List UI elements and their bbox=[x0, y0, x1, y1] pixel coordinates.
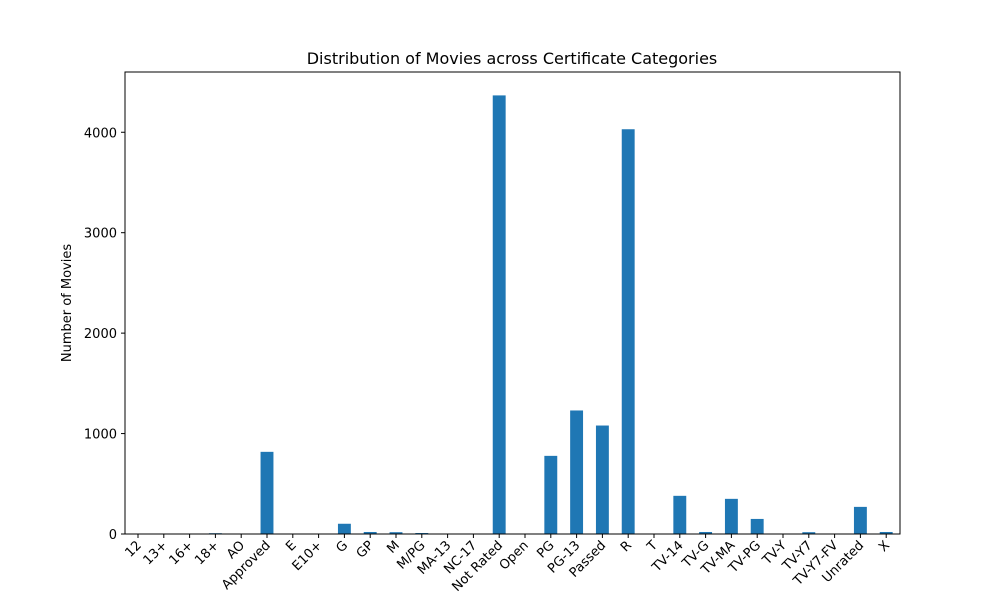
x-tick-label: GP bbox=[354, 538, 377, 561]
bar-r bbox=[621, 129, 635, 534]
bar-tv-pg bbox=[750, 518, 764, 534]
bar-tv-y7 bbox=[802, 532, 816, 534]
x-tick-label: G bbox=[333, 538, 351, 556]
x-tick-label: 13+ bbox=[141, 538, 171, 568]
y-tick-label: 0 bbox=[109, 528, 117, 543]
y-tick-label: 3000 bbox=[84, 227, 117, 242]
bar-passed bbox=[595, 425, 609, 534]
bars-group bbox=[131, 95, 893, 535]
x-tick-label: 18+ bbox=[192, 538, 222, 568]
bar-tv-g bbox=[699, 531, 713, 534]
bar-approved bbox=[260, 451, 274, 534]
y-axis-label: Number of Movies bbox=[60, 244, 75, 362]
x-tick-label: R bbox=[618, 538, 635, 555]
x-tick-label: T bbox=[644, 538, 661, 555]
bar-pg-13 bbox=[570, 410, 584, 534]
x-tick-label: Open bbox=[497, 538, 532, 573]
y-tick-label: 1000 bbox=[84, 428, 117, 443]
x-tick-label: Approved bbox=[219, 538, 274, 593]
bar-x bbox=[879, 531, 893, 534]
y-tick-label: 2000 bbox=[84, 327, 117, 342]
bar-tv-ma bbox=[724, 498, 738, 534]
bar-gp bbox=[363, 531, 377, 534]
chart-title: Distribution of Movies across Certificat… bbox=[307, 49, 718, 68]
x-tick-label: E bbox=[283, 538, 299, 554]
x-tick-label: 16+ bbox=[166, 538, 196, 568]
bar-pg bbox=[544, 455, 558, 534]
x-tick-label: M bbox=[384, 538, 403, 557]
bar-not-rated bbox=[492, 95, 506, 535]
y-axis-ticks: 0 1000 2000 3000 4000 bbox=[84, 126, 125, 543]
bar-m bbox=[389, 532, 403, 534]
plot-frame bbox=[124, 71, 901, 535]
bar-tv-14 bbox=[673, 495, 687, 534]
bar-g bbox=[337, 523, 351, 534]
bar-unrated bbox=[853, 506, 867, 534]
y-tick-label: 4000 bbox=[84, 126, 117, 141]
x-tick-label: E10+ bbox=[290, 538, 326, 574]
x-tick-label: X bbox=[876, 538, 893, 555]
